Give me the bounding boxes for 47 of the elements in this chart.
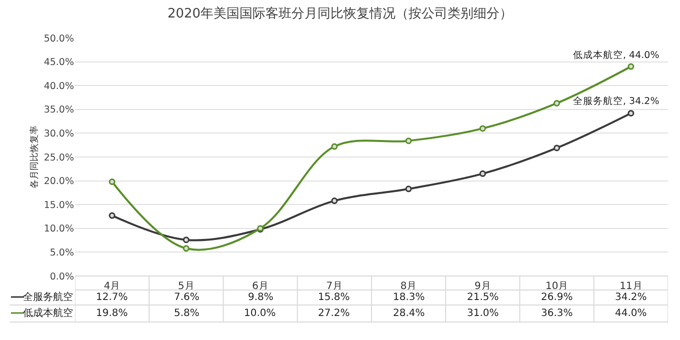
y-tick-label: 15.0% [44, 200, 74, 211]
data-label: 28.4% [393, 308, 425, 319]
point [554, 144, 560, 152]
data-label: 31.0% [467, 308, 499, 319]
chart-title: 2020年美国国际客班分月同比恢复情况（按公司类别细分） [167, 6, 513, 22]
data-label: 12.7% [96, 292, 128, 303]
point [479, 170, 486, 177]
data-label: 19.8% [96, 308, 128, 319]
point [405, 186, 412, 192]
data-label: 18.3% [393, 292, 425, 303]
data-label: 9.8% [248, 292, 274, 303]
data-label: 26.9% [541, 292, 573, 303]
point [405, 138, 412, 144]
point [108, 212, 116, 219]
y-tick-label: 40.0% [44, 80, 74, 92]
y-tick-label: 35.0% [44, 104, 74, 116]
y-tick-label: 45.0% [44, 57, 74, 68]
legend-label: 全服务航空 [23, 291, 73, 303]
data-label: 7.6% [174, 292, 200, 303]
y-tick-label: 5.0% [50, 248, 74, 259]
point [628, 63, 634, 70]
data-label: 15.8% [318, 292, 350, 303]
point [331, 143, 338, 150]
data-label: 5.8% [174, 308, 200, 319]
data-label: 36.3% [541, 308, 573, 319]
y-tick-label: 10.0% [44, 224, 74, 235]
annotation: 全服务航空, 34.2% [573, 95, 660, 107]
legend-label: 低成本航空 [23, 307, 73, 319]
point [628, 110, 634, 116]
y-tick-label: 25.0% [44, 152, 74, 164]
point [182, 236, 190, 244]
point [108, 178, 116, 185]
point [182, 245, 190, 252]
y-axis-title: 各月同比恢复率 [29, 126, 40, 188]
y-tick-label: 20.0% [44, 176, 74, 188]
y-tick-label: 0.0% [50, 271, 74, 282]
y-tick-label: 30.0% [44, 128, 74, 140]
data-label: 21.5% [467, 292, 499, 303]
data-label: 10.0% [244, 308, 276, 319]
point [331, 198, 338, 204]
data-label: 44.0% [615, 308, 647, 319]
data-label: 27.2% [318, 308, 350, 319]
point [554, 100, 560, 106]
data-label: 34.2% [615, 292, 647, 303]
y-tick-label: 50.0% [44, 33, 74, 44]
point [479, 125, 486, 132]
annotation: 低成本航空, 44.0% [573, 49, 660, 61]
